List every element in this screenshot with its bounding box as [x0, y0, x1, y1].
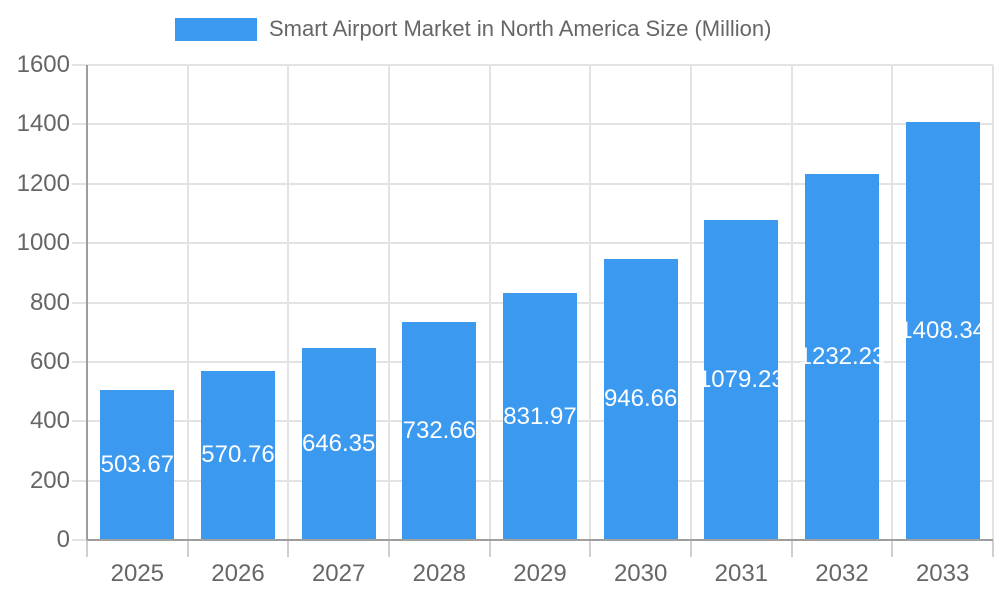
y-axis-tick — [72, 123, 87, 126]
x-axis-tick — [186, 540, 189, 557]
x-axis-tick-label: 2026 — [211, 560, 265, 587]
legend-item[interactable]: Smart Airport Market in North America Si… — [175, 16, 771, 42]
gridline-horizontal — [87, 123, 993, 126]
bar-2032[interactable] — [805, 174, 879, 540]
x-axis-tick-label: 2030 — [613, 560, 668, 587]
bar-value-label: 1232.23 — [798, 343, 886, 371]
y-axis-tick-label: 600 — [29, 347, 70, 375]
gridline-vertical — [992, 65, 994, 540]
gridline-horizontal — [87, 242, 993, 245]
x-axis-tick-label: 2032 — [815, 560, 869, 587]
bar-value-label: 732.66 — [402, 417, 477, 445]
bar-value-label: 946.66 — [603, 385, 678, 413]
y-axis-tick — [72, 182, 87, 185]
gridline-vertical — [790, 65, 793, 540]
bar-2031[interactable] — [704, 219, 779, 540]
y-axis-tick — [72, 420, 87, 423]
bar-2026[interactable] — [201, 370, 275, 540]
y-axis-tick-label: 1400 — [16, 110, 70, 138]
x-axis-tick-label: 2029 — [513, 560, 567, 587]
y-axis-tick-label: 1000 — [16, 229, 70, 257]
y-axis-tick-label: 1600 — [16, 51, 70, 78]
bar-value-label: 646.35 — [301, 430, 376, 458]
x-axis-tick — [992, 540, 994, 557]
x-axis-tick-label: 2028 — [412, 560, 467, 587]
x-axis-tick — [86, 540, 88, 557]
x-axis-tick — [488, 540, 491, 557]
gridline-vertical — [388, 65, 390, 540]
x-axis-tick-label: 2025 — [110, 560, 165, 587]
bar-value-label: 503.67 — [100, 451, 175, 479]
y-axis-tick-label: 400 — [29, 407, 70, 435]
bar-value-label: 1079.23 — [697, 365, 785, 393]
gridline-vertical — [891, 65, 894, 540]
y-axis-tick — [72, 242, 87, 245]
x-axis-tick — [388, 540, 390, 557]
x-axis-tick — [589, 540, 592, 557]
bar-2028[interactable] — [402, 322, 477, 540]
y-axis-tick-label: 200 — [29, 466, 70, 494]
x-axis-tick — [790, 540, 793, 557]
gridline-vertical — [690, 65, 692, 540]
bar-2030[interactable] — [603, 258, 678, 540]
bar-2033[interactable] — [905, 121, 980, 540]
y-axis-tick — [72, 539, 87, 541]
y-axis-tick-label: 1200 — [16, 169, 70, 197]
gridline-vertical — [287, 65, 290, 540]
y-axis-tick — [72, 64, 87, 66]
y-axis-tick — [72, 479, 87, 482]
x-axis-tick-label: 2033 — [915, 560, 970, 587]
bar-2029[interactable] — [503, 293, 577, 540]
gridline-vertical — [589, 65, 592, 540]
bar-value-label: 1408.34 — [899, 316, 987, 344]
y-axis-line — [86, 65, 88, 540]
bar-2027[interactable] — [301, 348, 376, 540]
x-axis-tick — [891, 540, 894, 557]
gridline-horizontal — [87, 64, 993, 66]
y-axis-tick — [72, 360, 87, 363]
x-axis-tick-label: 2031 — [714, 560, 769, 587]
x-axis-tick — [690, 540, 692, 557]
bar-value-label: 831.97 — [503, 402, 577, 430]
x-axis-tick-label: 2027 — [311, 560, 366, 587]
legend-label: Smart Airport Market in North America Si… — [269, 16, 772, 41]
gridline-vertical — [186, 65, 189, 540]
gridline-vertical — [488, 65, 491, 540]
x-axis-tick — [287, 540, 290, 557]
bar-value-label: 570.76 — [201, 441, 275, 469]
y-axis-tick-label: 800 — [29, 288, 70, 316]
gridline-horizontal — [87, 182, 993, 185]
y-axis-tick — [72, 301, 87, 304]
x-axis-line — [87, 539, 993, 541]
y-axis-tick-label: 0 — [56, 526, 70, 553]
legend-swatch — [175, 17, 257, 41]
bar-2025[interactable] — [100, 390, 175, 540]
